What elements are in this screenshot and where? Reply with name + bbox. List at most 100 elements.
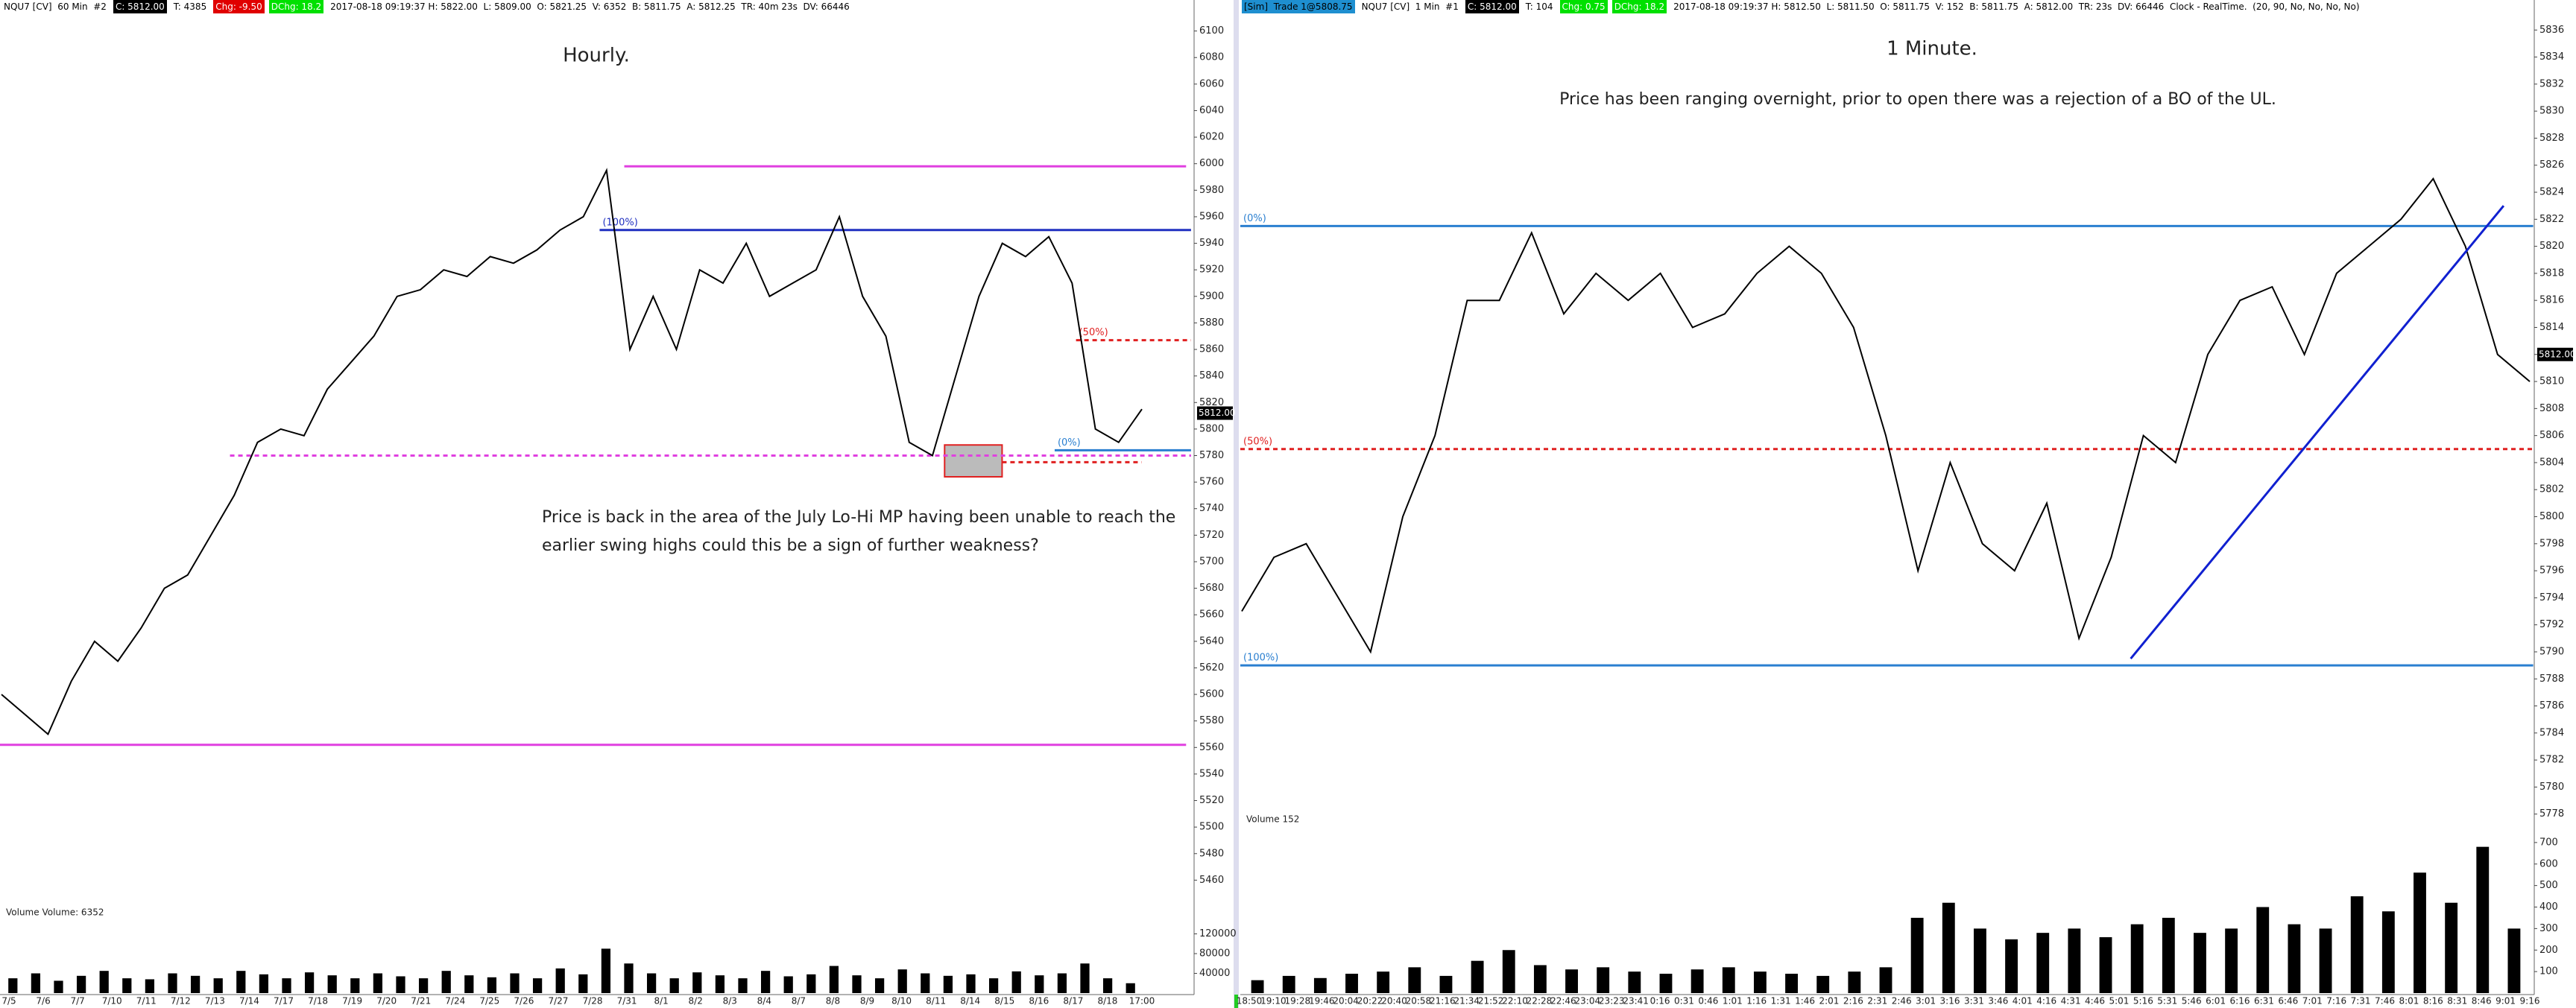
y-tick-label: 5810: [2539, 376, 2564, 387]
volume-bar: [1659, 974, 1673, 993]
x-tick-label: 7/6: [36, 996, 50, 1007]
volume-bar: [1722, 967, 1735, 993]
volume-tick-label: 40000: [1199, 968, 1230, 979]
volume-tick-label: 500: [2539, 880, 2558, 891]
volume-bar: [2036, 933, 2050, 993]
y-tick-label: 5780: [2539, 782, 2564, 793]
volume-bar: [1282, 975, 1295, 993]
y-tick-label: 5798: [2539, 538, 2564, 549]
price-line: [1241, 177, 2531, 654]
level-label: (0%): [1058, 437, 1081, 448]
volume-bar: [806, 974, 816, 993]
x-tick-label: 0:31: [1674, 996, 1694, 1007]
volume-bar: [1753, 971, 1767, 993]
x-tick-label: 1:31: [1771, 996, 1791, 1007]
x-tick-label: 21:34: [1453, 996, 1480, 1007]
x-tick-label: 22:46: [1550, 996, 1576, 1007]
x-tick-label: 2:31: [1867, 996, 1887, 1007]
x-tick-label: 19:10: [1260, 996, 1287, 1007]
y-tick-label: 5778: [2539, 808, 2564, 820]
volume-bar: [1910, 917, 1924, 993]
volume-bar: [669, 978, 679, 993]
volume-bar: [829, 966, 839, 993]
x-tick-label: 7/26: [514, 996, 534, 1007]
x-tick-label: 8/11: [926, 996, 946, 1007]
volume-tick-label: 300: [2539, 923, 2558, 934]
divider: [1234, 0, 1239, 1008]
header-right: [Sim] Trade 1@5808.75 NQU7 [CV] 1 Min #1 C…: [1242, 0, 2362, 13]
volume-tick-label: 600: [2539, 858, 2558, 869]
volume-bar: [99, 971, 109, 993]
y-tick-label: 5822: [2539, 214, 2564, 225]
y-tick-label: 5820: [2539, 241, 2564, 252]
y-tick-label: 5680: [1199, 583, 1224, 594]
x-tick-label: 5:46: [2182, 996, 2202, 1007]
y-tick-label: 5520: [1199, 795, 1224, 806]
x-tick-label: 3:46: [1988, 996, 2008, 1007]
x-tick-label: 7/12: [171, 996, 191, 1007]
volume-bar: [1251, 980, 1264, 993]
volume-bar: [373, 973, 383, 993]
volume-bar: [1377, 971, 1390, 993]
volume-bar: [1345, 974, 1358, 993]
volume-bar: [2068, 928, 2081, 993]
x-tick-label: 7/28: [583, 996, 603, 1007]
y-tick-label: 5480: [1199, 848, 1224, 859]
volume-bar: [921, 973, 930, 993]
volume-bar: [692, 972, 702, 993]
x-tick-label: 7/11: [136, 996, 157, 1007]
x-tick-label: 7:31: [2351, 996, 2371, 1007]
x-tick-label: 6:46: [2278, 996, 2298, 1007]
volume-bar: [2476, 846, 2490, 993]
y-tick-label: 5880: [1199, 317, 1224, 329]
x-tick-label: 23:23: [1599, 996, 1625, 1007]
volume-bar: [943, 975, 953, 993]
volume-bar: [874, 978, 885, 993]
volume-bar: [1126, 983, 1135, 993]
volume-bar: [1533, 965, 1547, 993]
volume-bar: [2099, 936, 2112, 993]
y-tick-label: 5500: [1199, 822, 1224, 833]
volume-bar: [122, 978, 132, 993]
volume-bar: [1785, 974, 1798, 993]
volume-bar: [1974, 928, 1986, 993]
volume-bar: [418, 978, 429, 993]
y-tick-label: 5620: [1199, 662, 1224, 673]
volume-bar: [487, 977, 497, 993]
annotation: earlier swing highs could this be a sign…: [542, 536, 1039, 555]
x-tick-label: 6:16: [2230, 996, 2250, 1007]
volume-bar: [2350, 896, 2364, 993]
volume-bar: [259, 974, 269, 993]
volume-bar: [2445, 902, 2458, 993]
volume-bar: [532, 978, 543, 993]
y-tick-label: 5800: [2539, 511, 2564, 522]
y-tick-label: 6020: [1199, 132, 1224, 143]
x-tick-label: 0:46: [1698, 996, 1718, 1007]
y-tick-label: 5826: [2539, 159, 2564, 171]
volume-bar: [578, 974, 588, 993]
volume-bar: [2256, 907, 2270, 993]
volume-bar: [1011, 971, 1021, 993]
volume-bar: [1628, 971, 1641, 993]
level-label: (50%): [1079, 327, 1108, 338]
header-field: Chg: 0.75: [1559, 0, 1608, 13]
y-tick-label: 5786: [2539, 700, 2564, 711]
x-tick-label: 8:31: [2447, 996, 2467, 1007]
y-tick-label: 5900: [1199, 291, 1224, 302]
header-field: T: 4385: [173, 1, 207, 12]
volume-label: Volume Volume: 6352: [6, 907, 104, 918]
x-tick-label: 18:50: [1237, 996, 1263, 1007]
volume-bar: [464, 975, 474, 993]
last-price-box: [2537, 347, 2573, 361]
volume-bar: [988, 978, 999, 993]
y-tick-label: 5920: [1199, 264, 1224, 276]
x-tick-label: 21:52: [1478, 996, 1504, 1007]
volume-bar: [304, 972, 315, 993]
volume-bar: [510, 973, 520, 993]
y-tick-label: 5836: [2539, 25, 2564, 36]
y-tick-label: 5840: [1199, 370, 1224, 381]
x-tick-label: 8/18: [1097, 996, 1117, 1007]
volume-bar: [350, 978, 360, 993]
y-tick-label: 6000: [1199, 158, 1224, 169]
